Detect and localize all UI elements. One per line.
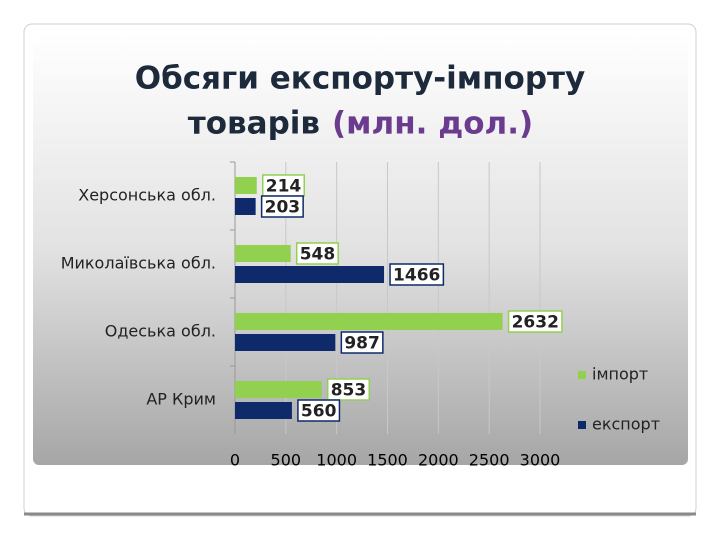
x-tick-label: 2000 [418,451,459,470]
y-tick-label: Миколаївська обл. [61,254,216,273]
x-tick-label: 500 [271,451,302,470]
value-label-box [297,399,341,422]
bar [235,313,503,330]
value-label: 214 [266,177,302,197]
legend-swatch [578,421,586,429]
bar [235,402,292,419]
bar [235,177,257,194]
y-tick-label: АР Крим [146,390,216,409]
value-label: 560 [301,402,337,422]
value-label-box [340,331,384,354]
title-unit: (млн. дол.) [332,106,533,142]
x-tick-label: 0 [230,451,240,470]
bar [235,381,322,398]
value-label-box [389,263,445,286]
value-label: 203 [265,198,301,218]
bar [235,266,385,283]
value-label: 1466 [393,266,440,286]
bar [235,334,336,351]
value-label-box [260,195,304,218]
legend-label: експорт [592,415,660,434]
value-label-box [326,378,370,401]
legend-swatch [578,371,586,379]
value-label: 987 [344,334,380,354]
x-tick-label: 1500 [367,451,408,470]
value-label-box [507,310,563,333]
x-tick-label: 1000 [316,451,357,470]
bar [235,198,256,215]
legend-label: імпорт [592,365,648,384]
y-tick-label: Херсонська обл. [78,186,216,205]
x-tick-label: 2500 [469,451,510,470]
x-tick-label: 3000 [520,451,561,470]
value-label: 853 [331,381,367,401]
value-label: 548 [300,245,336,265]
title-line: Обсяги експорту-імпорту [135,61,585,97]
value-label: 2632 [512,313,559,333]
title-line: товарів [188,106,320,142]
y-tick-label: Одеська обл. [105,322,216,341]
bar [235,245,291,262]
value-label-box [295,242,339,265]
slide-panel [33,33,688,465]
